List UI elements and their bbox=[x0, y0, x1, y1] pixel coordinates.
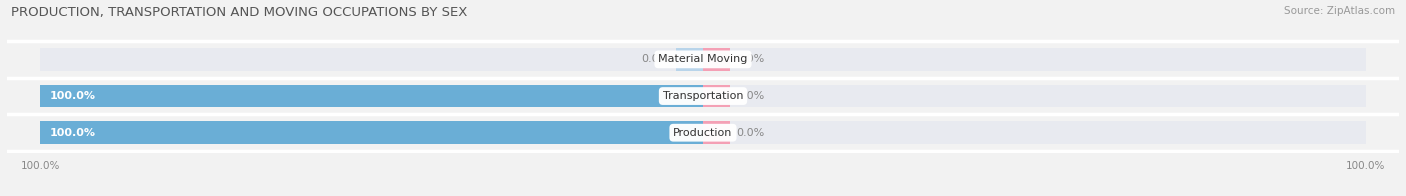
Text: Material Moving: Material Moving bbox=[658, 54, 748, 64]
Bar bbox=[703, 121, 730, 144]
Text: PRODUCTION, TRANSPORTATION AND MOVING OCCUPATIONS BY SEX: PRODUCTION, TRANSPORTATION AND MOVING OC… bbox=[11, 6, 468, 19]
Text: 100.0%: 100.0% bbox=[51, 128, 96, 138]
Text: Source: ZipAtlas.com: Source: ZipAtlas.com bbox=[1284, 6, 1395, 16]
Bar bbox=[676, 48, 703, 71]
Text: Production: Production bbox=[673, 128, 733, 138]
Text: 100.0%: 100.0% bbox=[51, 91, 96, 101]
Bar bbox=[41, 121, 703, 144]
Bar bbox=[703, 48, 1365, 71]
Bar bbox=[41, 121, 703, 144]
Text: 0.0%: 0.0% bbox=[737, 128, 765, 138]
Bar bbox=[41, 48, 703, 71]
Bar bbox=[703, 48, 730, 71]
Text: 0.0%: 0.0% bbox=[641, 54, 669, 64]
Bar bbox=[703, 85, 1365, 107]
Bar bbox=[703, 121, 1365, 144]
Text: 0.0%: 0.0% bbox=[737, 91, 765, 101]
Text: 0.0%: 0.0% bbox=[737, 54, 765, 64]
Bar bbox=[703, 85, 730, 107]
Bar bbox=[41, 85, 703, 107]
Text: Transportation: Transportation bbox=[662, 91, 744, 101]
Bar bbox=[41, 85, 703, 107]
